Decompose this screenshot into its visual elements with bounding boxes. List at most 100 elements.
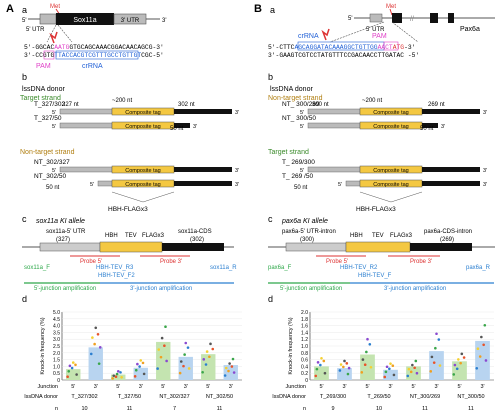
- donor-title-a: lssDNA donor: [22, 86, 65, 93]
- panel-b-c-label: c: [268, 214, 273, 224]
- data-point: [75, 373, 78, 376]
- met-label-b: Met: [386, 4, 396, 10]
- data-point: [159, 355, 163, 359]
- primer-r-b: pax6a_R: [466, 265, 491, 271]
- utr3-label-a: 3' UTR: [121, 18, 140, 24]
- donor-name-a-2: NT_302/327: [34, 159, 70, 166]
- data-point: [411, 363, 414, 367]
- y-tick-label: 2.5: [53, 344, 60, 350]
- met-label-a: Met: [50, 4, 60, 10]
- svg-text:5'-CTTCAGCAGGATACAAAGGCTGTTGGA: 5'-CTTCAGCAGGATACAAAGGCTGTTGGAACTATG-3': [268, 44, 415, 51]
- data-point: [91, 336, 94, 339]
- donor-end5-b-0: 5': [300, 110, 304, 116]
- data-point: [114, 375, 118, 379]
- data-point: [432, 361, 436, 364]
- utr-label-b: pax6a-5' UTR-intron: [282, 229, 336, 235]
- data-point: [414, 359, 418, 363]
- data-point: [315, 367, 319, 371]
- data-point: [134, 368, 138, 372]
- crrna-label-b: crRNA: [298, 33, 319, 40]
- pam-label-a: PAM: [36, 63, 51, 70]
- data-point: [112, 374, 116, 377]
- y-tick-label: 1.5: [53, 358, 60, 364]
- seq-a-top-left: 5'-GGCAC: [24, 44, 54, 51]
- composite-label-b-3: Composite tag: [373, 182, 408, 188]
- primer-r2-b: HBH-TEV_R2: [340, 265, 378, 271]
- seq-b-bot: 3'-GAAGTCGTCCTATGTTTCCGACAACCTTGATAC -5': [268, 52, 419, 59]
- data-point: [361, 358, 365, 361]
- data-point: [186, 346, 190, 349]
- cds-box-b: [410, 243, 472, 251]
- data-point: [482, 343, 485, 347]
- donor-arm-right-b-0: [422, 109, 480, 114]
- hbh-label-a: HBH-FLAGx3: [108, 206, 148, 213]
- data-point: [111, 377, 114, 380]
- junction-tick: 3': [94, 384, 98, 390]
- data-point: [96, 333, 100, 336]
- n-value: 11: [468, 406, 474, 412]
- n-value: 11: [127, 406, 133, 412]
- data-point: [406, 374, 410, 378]
- gap-mark-b: //: [410, 16, 414, 23]
- donor-end3-a-2: 3': [235, 168, 239, 174]
- data-point: [119, 371, 122, 374]
- data-point: [314, 374, 318, 378]
- hbh-label-b: HBH-FLAGx3: [356, 206, 396, 213]
- y-tick-label: 0: [57, 378, 60, 384]
- panel-b-a-label: a: [270, 5, 275, 15]
- donor-end5-a-2: 5': [52, 168, 56, 174]
- donor-end3-b-1: 3': [441, 124, 445, 130]
- panel-a-c-label: c: [22, 214, 27, 224]
- donor-name-b-1: NT_ 300/50: [282, 115, 316, 122]
- end5-label-b: 5': [348, 16, 352, 22]
- donor-end5-b-3: 5': [338, 182, 342, 188]
- utr-len-a: (327): [56, 237, 70, 243]
- donor-arm-left-b-1: [307, 122, 361, 129]
- donor-arm-right-b-3: [422, 181, 480, 186]
- len-50-a1: 50 nt: [170, 126, 184, 132]
- primer-r3-a: HBH-TEV_R3: [96, 265, 134, 271]
- data-point: [460, 352, 464, 356]
- bar-1-0: [360, 354, 375, 380]
- bar-2-1: [178, 356, 193, 380]
- data-point: [116, 369, 120, 373]
- svg-text:3'-CCGTGTTACCACGTCGTTTGCCTGTTG: 3'-CCGTGTTACCACGTCGTTTGCCTGTTGTCGC-5': [24, 52, 164, 59]
- data-point: [437, 338, 441, 341]
- junction-tick: 3': [388, 384, 392, 390]
- exon-b3: [448, 13, 454, 23]
- data-point: [66, 375, 69, 379]
- y-tick-label: 2.0: [53, 351, 60, 357]
- data-point: [223, 374, 227, 377]
- composite-label-b-2: Composite tag: [373, 168, 408, 174]
- junction-tick: 5': [71, 384, 75, 390]
- data-point: [232, 371, 236, 374]
- donor-end5-b-2: 5': [300, 168, 304, 174]
- seq-b-top-pam: AACT: [378, 44, 393, 51]
- primer-f-b: pax6a_F: [268, 265, 292, 271]
- data-point: [392, 373, 396, 377]
- seq-b-top-crrna: AGCAGGATACAAAGGCTGTTGG: [294, 44, 377, 51]
- crrna-label-a: crRNA: [82, 63, 103, 70]
- junction-tick: 5': [116, 384, 120, 390]
- data-point: [409, 370, 413, 374]
- hbh-bracket-a: [111, 191, 175, 203]
- n-row-label: n: [303, 406, 306, 412]
- panel-b-letter: B: [254, 3, 262, 15]
- primer-f-tev-b: HBH-TEV_F: [358, 273, 392, 279]
- donor-end5-a-3: 5': [90, 182, 94, 188]
- seq-b-top-atg: ATG: [393, 44, 405, 51]
- junction-tick: 5': [365, 384, 369, 390]
- data-point: [201, 370, 204, 374]
- data-point: [389, 362, 392, 365]
- panel-b-d-label: d: [268, 294, 273, 304]
- donor-name-a-0: T_327/302: [34, 101, 65, 108]
- data-point: [184, 341, 188, 345]
- data-point: [208, 355, 211, 359]
- data-point: [156, 367, 159, 370]
- probe3-label-a: Probe 3': [160, 259, 182, 265]
- seq-a-bot-crrna: TTACCACGTCGTTTGCCTGTTGT: [54, 52, 141, 59]
- data-point: [345, 362, 349, 365]
- end3-label-a: 3': [162, 18, 166, 24]
- junction-tick: 3': [342, 384, 346, 390]
